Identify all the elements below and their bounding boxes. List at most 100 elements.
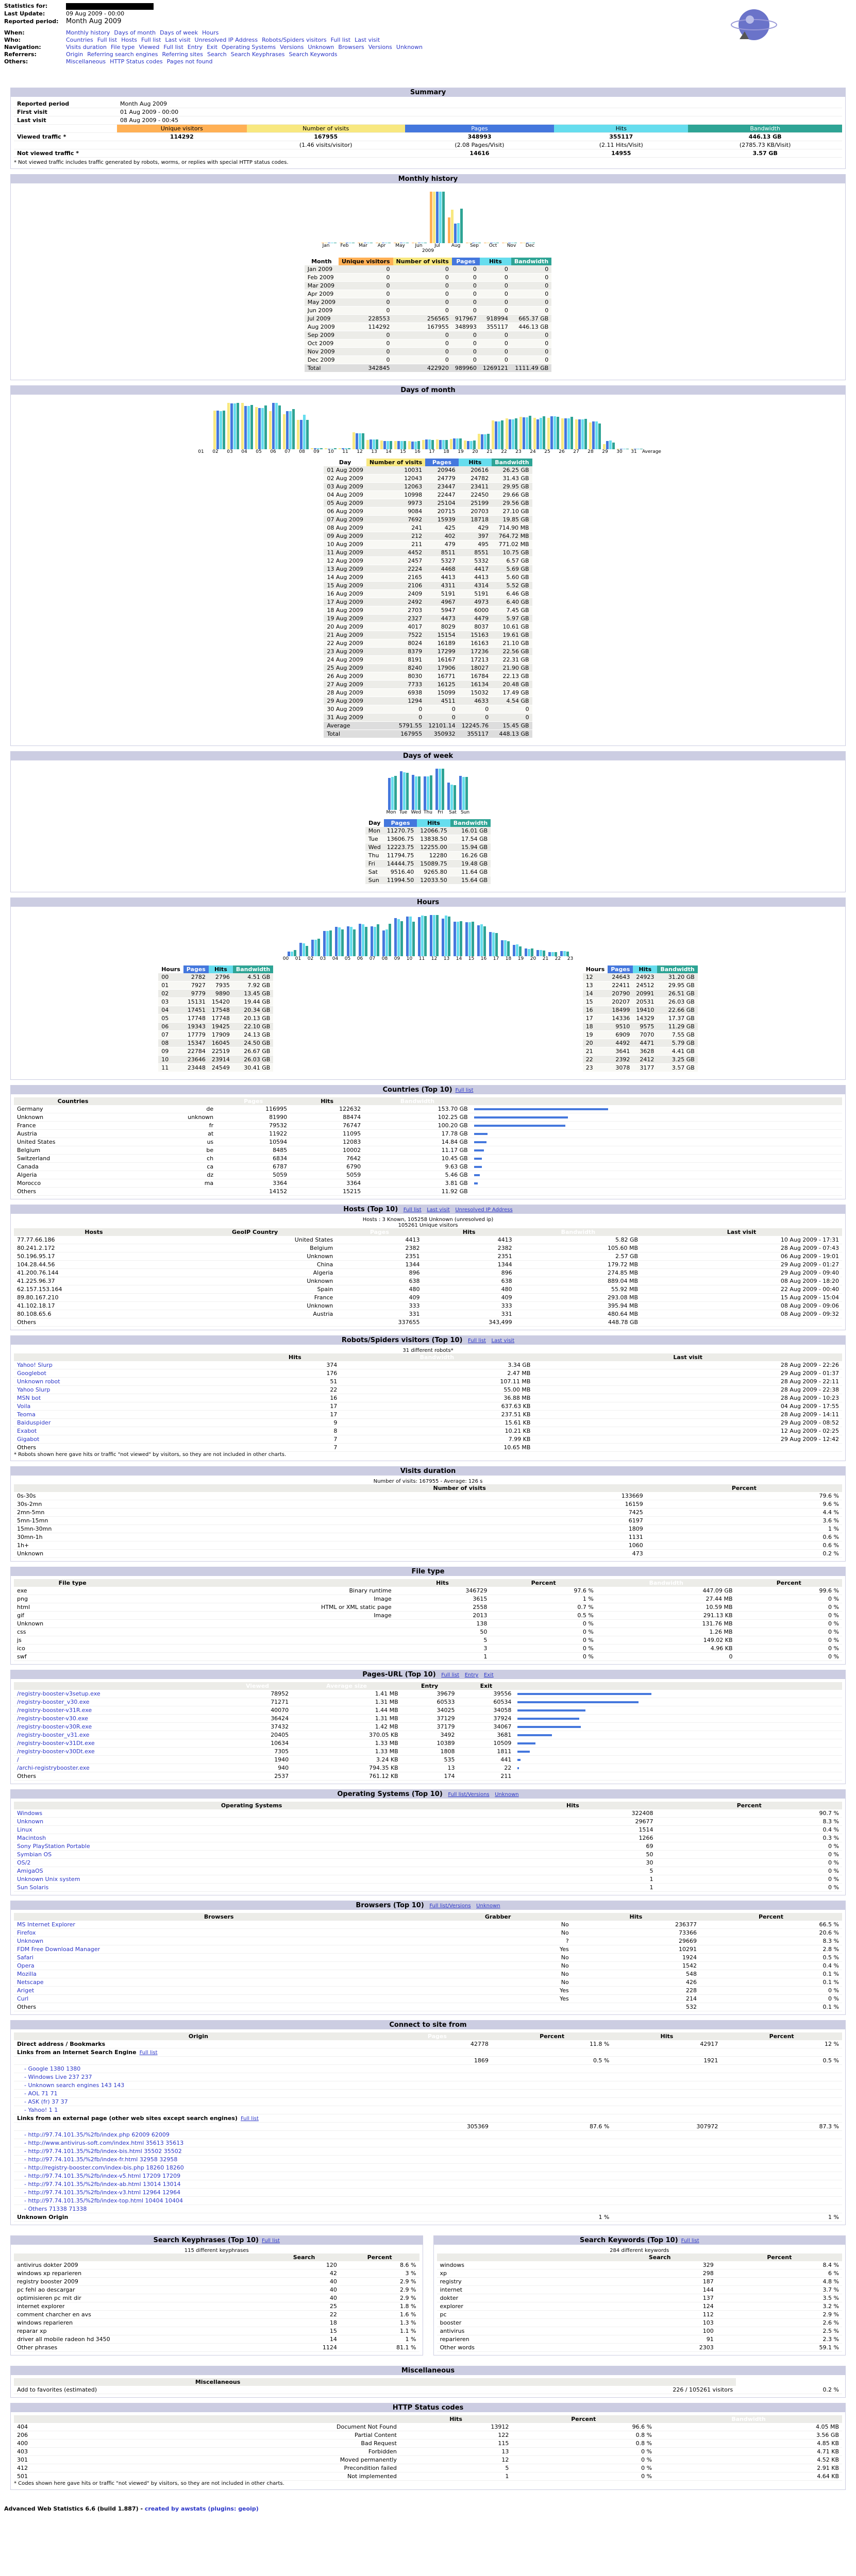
robots-full-list-link[interactable]: Full list <box>468 1338 486 1344</box>
nav-link[interactable]: Full list <box>97 37 118 43</box>
ext-link[interactable]: - http://97.74.101.35/%2fb/index-ab.html… <box>24 2181 181 2188</box>
row-link[interactable]: Baiduspider <box>17 1419 51 1426</box>
nav-link[interactable]: File type <box>110 44 135 50</box>
countries-full-list-link[interactable]: Full list <box>455 1088 474 1093</box>
row-link[interactable]: /registry-booster-v31Dt.exe <box>17 1740 95 1747</box>
row-link[interactable]: AmigaOS <box>17 1868 43 1874</box>
browsers-versions-link[interactable]: Full list/Versions <box>429 1903 471 1909</box>
ext-link[interactable]: - Others 71338 71338 <box>24 2206 87 2212</box>
nav-link[interactable]: Full list <box>141 37 161 43</box>
nav-link[interactable]: Operating Systems <box>221 44 276 50</box>
nav-link[interactable]: Last visit <box>165 37 191 43</box>
nav-link[interactable]: Pages not found <box>166 58 213 65</box>
row-link[interactable]: Sun Solaris <box>17 1884 49 1891</box>
row-link[interactable]: Googlebot <box>17 1370 46 1377</box>
os-versions-link[interactable]: Full list/Versions <box>448 1792 490 1798</box>
nav-link[interactable]: Robots/Spiders visitors <box>262 37 327 43</box>
ext-link[interactable]: - http://www.antivirus-soft.com/index.ht… <box>24 2140 184 2146</box>
engine-link[interactable]: - Google 1380 1380 <box>24 2065 81 2072</box>
row-link[interactable]: /registry-booster_v31.exe <box>17 1732 90 1738</box>
footer-link[interactable]: created by awstats (plugins: geoip) <box>144 2505 259 2512</box>
nav-link[interactable]: Hosts <box>121 37 137 43</box>
nav-link[interactable]: Search Keyphrases <box>230 51 285 58</box>
nav-link[interactable]: Last visit <box>355 37 380 43</box>
nav-link[interactable]: Origin <box>66 51 83 58</box>
row-link[interactable]: Yahoo! Slurp <box>17 1362 53 1368</box>
ext-link[interactable]: - http://registry-booster.com/index-bis.… <box>24 2164 184 2171</box>
keyphrases-full-list-link[interactable]: Full list <box>261 2238 280 2244</box>
engine-link[interactable]: - Unknown search engines 143 143 <box>24 2082 125 2089</box>
nav-link[interactable]: Days of month <box>114 29 156 36</box>
nav-link[interactable]: Versions <box>280 44 304 50</box>
nav-link[interactable]: Countries <box>66 37 93 43</box>
keywords-full-list-link[interactable]: Full list <box>681 2238 699 2244</box>
nav-link[interactable]: Search <box>207 51 227 58</box>
nav-link[interactable]: Full list <box>163 44 183 50</box>
nav-link[interactable]: Unknown <box>396 44 423 50</box>
nav-link[interactable]: Unresolved IP Address <box>194 37 258 43</box>
row-link[interactable]: Macintosh <box>17 1835 46 1841</box>
engine-link[interactable]: - AOL 71 71 <box>24 2090 58 2097</box>
row-link[interactable]: Linux <box>17 1826 32 1833</box>
engine-link[interactable]: - Yahoo! 1 1 <box>24 2107 58 2113</box>
row-link[interactable]: Symbian OS <box>17 1851 52 1858</box>
engine-link[interactable]: - Windows Live 237 237 <box>24 2074 92 2080</box>
browsers-unknown-link[interactable]: Unknown <box>476 1903 500 1909</box>
row-link[interactable]: Exabot <box>17 1428 37 1434</box>
pages-entry-link[interactable]: Entry <box>464 1672 479 1678</box>
hosts-last-visit-link[interactable]: Last visit <box>427 1207 450 1213</box>
hosts-unresolved-link[interactable]: Unresolved IP Address <box>455 1207 513 1213</box>
nav-link[interactable]: HTTP Status codes <box>110 58 163 65</box>
row-link[interactable]: MSN bot <box>17 1395 41 1401</box>
nav-link[interactable]: Full list <box>330 37 351 43</box>
row-link[interactable]: Unknown robot <box>17 1378 60 1385</box>
row-link[interactable]: Safari <box>17 1954 33 1961</box>
row-link[interactable]: Netscape <box>17 1979 44 1986</box>
nav-link[interactable]: Referring search engines <box>87 51 158 58</box>
nav-link[interactable]: Monthly history <box>66 29 110 36</box>
nav-link[interactable]: Exit <box>207 44 217 50</box>
nav-link[interactable]: Entry <box>187 44 203 50</box>
pages-exit-link[interactable]: Exit <box>483 1672 494 1678</box>
row-link[interactable]: Gigabot <box>17 1436 40 1443</box>
row-link[interactable]: /archi-registrybooster.exe <box>17 1765 90 1771</box>
row-link[interactable]: Unknown <box>17 1818 44 1825</box>
ext-link[interactable]: - http://97.74.101.35/%2fb/index-bis.htm… <box>24 2148 182 2155</box>
row-link[interactable]: Opera <box>17 1962 35 1969</box>
ext-link[interactable]: - http://97.74.101.35/%2fb/index-v5.html… <box>24 2173 181 2179</box>
row-link[interactable]: Firefox <box>17 1929 36 1936</box>
nav-link[interactable]: Unknown <box>308 44 334 50</box>
hosts-full-list-link[interactable]: Full list <box>403 1207 422 1213</box>
nav-link[interactable]: Visits duration <box>66 44 107 50</box>
row-link[interactable]: / <box>17 1756 19 1763</box>
row-link[interactable]: MS Internet Explorer <box>17 1921 75 1928</box>
row-link[interactable]: /registry-booster-v30Dt.exe <box>17 1748 95 1755</box>
row-link[interactable]: /registry-booster-v30R.exe <box>17 1723 92 1730</box>
engine-link[interactable]: - ASK (fr) 37 37 <box>24 2098 68 2105</box>
nav-link[interactable]: Viewed <box>139 44 160 50</box>
row-link[interactable]: FDM Free Download Manager <box>17 1946 100 1953</box>
nav-link[interactable]: Versions <box>368 44 392 50</box>
row-link[interactable]: /registry-booster_v30.exe <box>17 1699 90 1705</box>
row-link[interactable]: Mozilla <box>17 1971 37 1977</box>
row-link[interactable]: /registry-booster-v30.exe <box>17 1715 88 1722</box>
row-link[interactable]: /registry-booster-v31R.exe <box>17 1707 92 1714</box>
ext-link[interactable]: - http://97.74.101.35/%2fb/index.php 620… <box>24 2131 170 2138</box>
nav-link[interactable]: Hours <box>202 29 219 36</box>
ext-link[interactable]: - http://97.74.101.35/%2fb/index-fr.html… <box>24 2156 178 2163</box>
robots-last-visit-link[interactable]: Last visit <box>491 1338 515 1344</box>
ext-full-list-link[interactable]: Full list <box>240 2116 259 2122</box>
row-link[interactable]: Sony PlayStation Portable <box>17 1843 90 1850</box>
os-unknown-link[interactable]: Unknown <box>495 1792 519 1798</box>
row-link[interactable]: OS/2 <box>17 1859 31 1866</box>
row-link[interactable]: Curl <box>17 1995 29 2002</box>
row-link[interactable]: Yahoo Slurp <box>17 1386 51 1393</box>
row-link[interactable]: Unknown <box>17 1938 44 1944</box>
nav-link[interactable]: Browsers <box>338 44 364 50</box>
nav-link[interactable]: Days of week <box>160 29 198 36</box>
nav-link[interactable]: Referring sites <box>162 51 203 58</box>
ext-link[interactable]: - http://97.74.101.35/%2fb/index-top.htm… <box>24 2197 183 2204</box>
row-link[interactable]: /registry-booster-v3setup.exe <box>17 1690 100 1697</box>
row-link[interactable]: Teoma <box>17 1411 36 1418</box>
row-link[interactable]: Voila <box>17 1403 31 1410</box>
